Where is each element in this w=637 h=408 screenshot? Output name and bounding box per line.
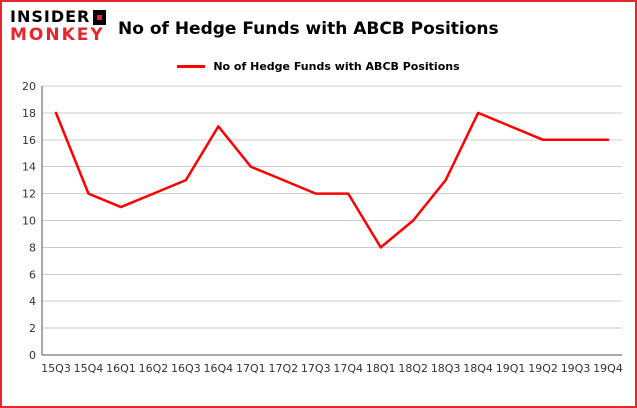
logo-text-monkey: MONKEY xyxy=(10,25,105,45)
legend-line-swatch xyxy=(177,65,206,68)
x-tick-label: 16Q3 xyxy=(171,362,201,375)
x-tick-label: 18Q2 xyxy=(398,362,428,375)
chart-legend: No of Hedge Funds with ABCB Positions xyxy=(0,60,637,73)
y-tick-label: 8 xyxy=(29,241,36,254)
y-tick-label: 0 xyxy=(29,349,36,362)
x-tick-label: 17Q3 xyxy=(301,362,331,375)
x-tick-label: 16Q2 xyxy=(139,362,169,375)
x-tick-label: 18Q4 xyxy=(463,362,493,375)
x-tick-label: 19Q1 xyxy=(496,362,526,375)
insider-monkey-logo: INSIDER MONKEY xyxy=(10,7,107,45)
x-tick-label: 17Q2 xyxy=(268,362,298,375)
legend-label: No of Hedge Funds with ABCB Positions xyxy=(213,60,460,73)
x-tick-label: 17Q4 xyxy=(333,362,363,375)
logo-line1: INSIDER xyxy=(10,7,107,26)
x-tick-label: 16Q4 xyxy=(204,362,234,375)
x-tick-label: 19Q3 xyxy=(561,362,591,375)
chart-title: No of Hedge Funds with ABCB Positions xyxy=(118,19,499,39)
x-tick-label: 15Q3 xyxy=(41,362,71,375)
y-tick-label: 20 xyxy=(22,80,36,93)
x-tick-label: 18Q3 xyxy=(431,362,461,375)
logo-mark-icon xyxy=(93,9,107,25)
y-tick-label: 6 xyxy=(29,268,36,281)
logo-text-insider: INSIDER xyxy=(10,7,91,26)
y-tick-label: 16 xyxy=(22,134,36,147)
y-tick-label: 18 xyxy=(22,107,36,120)
y-tick-label: 4 xyxy=(29,295,36,308)
y-tick-label: 10 xyxy=(22,215,36,228)
x-tick-label: 16Q1 xyxy=(106,362,136,375)
x-tick-label: 19Q2 xyxy=(528,362,558,375)
series-line xyxy=(54,111,610,249)
x-tick-label: 15Q4 xyxy=(74,362,104,375)
y-tick-label: 12 xyxy=(22,188,36,201)
y-tick-label: 2 xyxy=(29,322,36,335)
y-tick-label: 14 xyxy=(22,161,36,174)
x-tick-label: 17Q1 xyxy=(236,362,266,375)
x-tick-label: 18Q1 xyxy=(366,362,396,375)
x-tick-label: 19Q4 xyxy=(593,362,623,375)
